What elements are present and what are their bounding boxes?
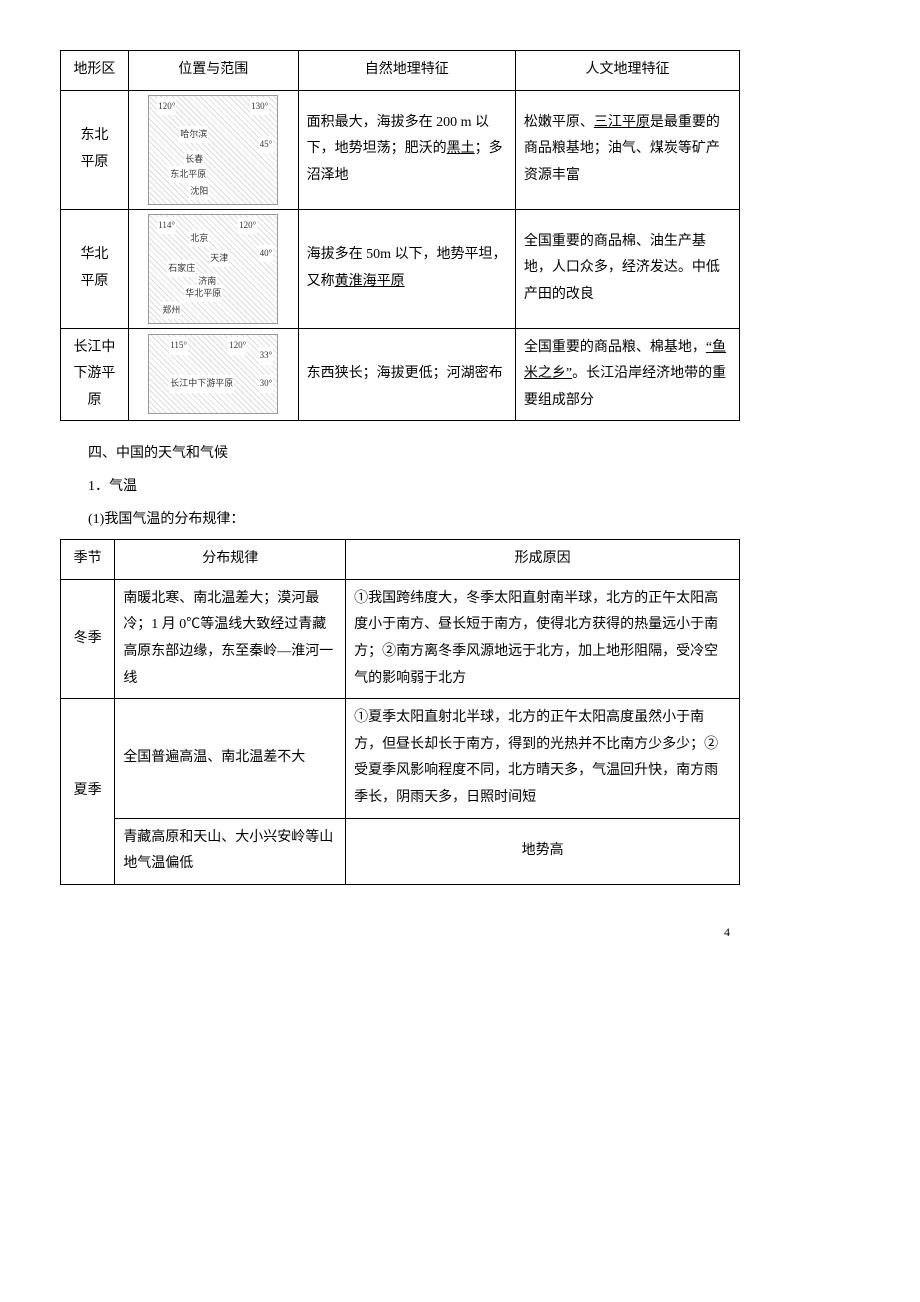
season-text: 冬季 <box>74 631 102 646</box>
page-number: 4 <box>60 925 740 940</box>
region-name: 长江中 下游平 原 <box>61 328 129 421</box>
map-city2: 天津 <box>209 250 229 267</box>
terrain-table-header: 地形区 位置与范围 自然地理特征 人文地理特征 <box>61 51 740 91</box>
rule-summer-2: 青藏高原和天山、大小兴安岭等山地气温偏低 <box>115 818 346 884</box>
reason-summer-1: ①夏季太阳直射北半球，北方的正午太阳高度虽然小于南方，但昼长却长于南方，得到的光… <box>346 699 740 818</box>
temp-row-winter: 冬季 南暖北寒、南北温差大；漠河最冷；1 月 0℃等温线大致经过青藏高原东部边缘… <box>61 579 740 698</box>
human-pre: 松嫩平原、 <box>524 115 594 130</box>
season-text: 夏季 <box>74 783 102 798</box>
reason-summer-2: 地势高 <box>346 818 740 884</box>
map-cell: 114° 120° 40° 北京 天津 石家庄 济南 华北平原 郑州 <box>128 209 298 328</box>
map-city3: 沈阳 <box>189 183 209 200</box>
map-lon2: 120° <box>238 217 257 234</box>
map-lat1: 40° <box>259 245 274 262</box>
terrain-table: 地形区 位置与范围 自然地理特征 人文地理特征 东北 平原 120° 130° … <box>60 50 740 421</box>
map-cell: 115° 120° 33° 30° 长江中下游平原 <box>128 328 298 421</box>
map-dongbei: 120° 130° 45° 哈尔滨 长春 东北平原 沈阳 <box>148 95 278 205</box>
nature-u: 黄淮海平原 <box>335 274 405 289</box>
region-name: 东北 平原 <box>61 90 129 209</box>
human-text: 全国重要的商品棉、油生产基地，人口众多，经济发达。中低产田的改良 <box>524 234 720 302</box>
th-nature: 自然地理特征 <box>298 51 515 91</box>
human-cell: 松嫩平原、三江平原是最重要的商品粮基地；油气、煤炭等矿产资源丰富 <box>515 90 739 209</box>
map-lon2: 130° <box>250 98 269 115</box>
section-heading-dist: (1)我国气温的分布规律： <box>60 507 740 534</box>
map-city3: 石家庄 <box>167 260 196 277</box>
map-region-label: 东北平原 <box>169 166 207 183</box>
nature-text: 东西狭长；海拔更低；河湖密布 <box>307 366 503 381</box>
temp-row-summer-1: 夏季 全国普遍高温、南北温差不大 ①夏季太阳直射北半球，北方的正午太阳高度虽然小… <box>61 699 740 818</box>
human-u: 三江平原 <box>594 115 650 130</box>
nature-cell: 海拔多在 50m 以下，地势平坦，又称黄淮海平原 <box>298 209 515 328</box>
section-heading-temp: 1．气温 <box>60 474 740 501</box>
region-text: 东北 平原 <box>80 128 108 170</box>
region-text: 华北 平原 <box>80 247 108 289</box>
map-lon1: 120° <box>157 98 176 115</box>
region-name: 华北 平原 <box>61 209 129 328</box>
map-city1: 北京 <box>189 230 209 247</box>
region-text: 长江中 下游平 原 <box>73 340 115 408</box>
terrain-row-changjiang: 长江中 下游平 原 115° 120° 33° 30° 长江中下游平原 东西狭长… <box>61 328 740 421</box>
season-summer: 夏季 <box>61 699 115 885</box>
th-season: 季节 <box>61 540 115 580</box>
th-rule: 分布规律 <box>115 540 346 580</box>
th-human: 人文地理特征 <box>515 51 739 91</box>
map-lon1: 115° <box>169 337 188 354</box>
nature-cell: 东西狭长；海拔更低；河湖密布 <box>298 328 515 421</box>
rule-summer-1: 全国普遍高温、南北温差不大 <box>115 699 346 818</box>
map-city5: 郑州 <box>161 302 181 319</box>
map-lat2: 33° <box>259 347 274 364</box>
map-lat1: 30° <box>259 375 274 392</box>
th-region: 地形区 <box>61 51 129 91</box>
map-region-label: 长江中下游平原 <box>169 375 234 392</box>
map-lon1: 114° <box>157 217 176 234</box>
temperature-table: 季节 分布规律 形成原因 冬季 南暖北寒、南北温差大；漠河最冷；1 月 0℃等温… <box>60 539 740 885</box>
map-city1: 哈尔滨 <box>179 126 208 143</box>
terrain-row-huabei: 华北 平原 114° 120° 40° 北京 天津 石家庄 济南 华北平原 郑州… <box>61 209 740 328</box>
human-cell: 全国重要的商品粮、棉基地，“鱼米之乡”。长江沿岸经济地带的重要组成部分 <box>515 328 739 421</box>
section-heading-weather: 四、中国的天气和气候 <box>60 441 740 468</box>
human-pre: 全国重要的商品粮、棉基地， <box>524 340 706 355</box>
human-cell: 全国重要的商品棉、油生产基地，人口众多，经济发达。中低产田的改良 <box>515 209 739 328</box>
nature-cell: 面积最大，海拔多在 200 m 以下，地势坦荡；肥沃的黑土；多沼泽地 <box>298 90 515 209</box>
temp-table-header: 季节 分布规律 形成原因 <box>61 540 740 580</box>
reason-winter: ①我国跨纬度大，冬季太阳直射南半球，北方的正午太阳高度小于南方、昼长短于南方，使… <box>346 579 740 698</box>
th-reason: 形成原因 <box>346 540 740 580</box>
map-huabei: 114° 120° 40° 北京 天津 石家庄 济南 华北平原 郑州 <box>148 214 278 324</box>
rule-winter: 南暖北寒、南北温差大；漠河最冷；1 月 0℃等温线大致经过青藏高原东部边缘，东至… <box>115 579 346 698</box>
map-lat1: 45° <box>259 136 274 153</box>
season-winter: 冬季 <box>61 579 115 698</box>
nature-u: 黑土 <box>447 141 475 156</box>
map-cell: 120° 130° 45° 哈尔滨 长春 东北平原 沈阳 <box>128 90 298 209</box>
th-location: 位置与范围 <box>128 51 298 91</box>
map-region-label: 华北平原 <box>184 285 222 302</box>
temp-row-summer-2: 青藏高原和天山、大小兴安岭等山地气温偏低 地势高 <box>61 818 740 884</box>
terrain-row-dongbei: 东北 平原 120° 130° 45° 哈尔滨 长春 东北平原 沈阳 面积最大，… <box>61 90 740 209</box>
map-lon2: 120° <box>228 337 247 354</box>
map-changjiang: 115° 120° 33° 30° 长江中下游平原 <box>148 334 278 414</box>
